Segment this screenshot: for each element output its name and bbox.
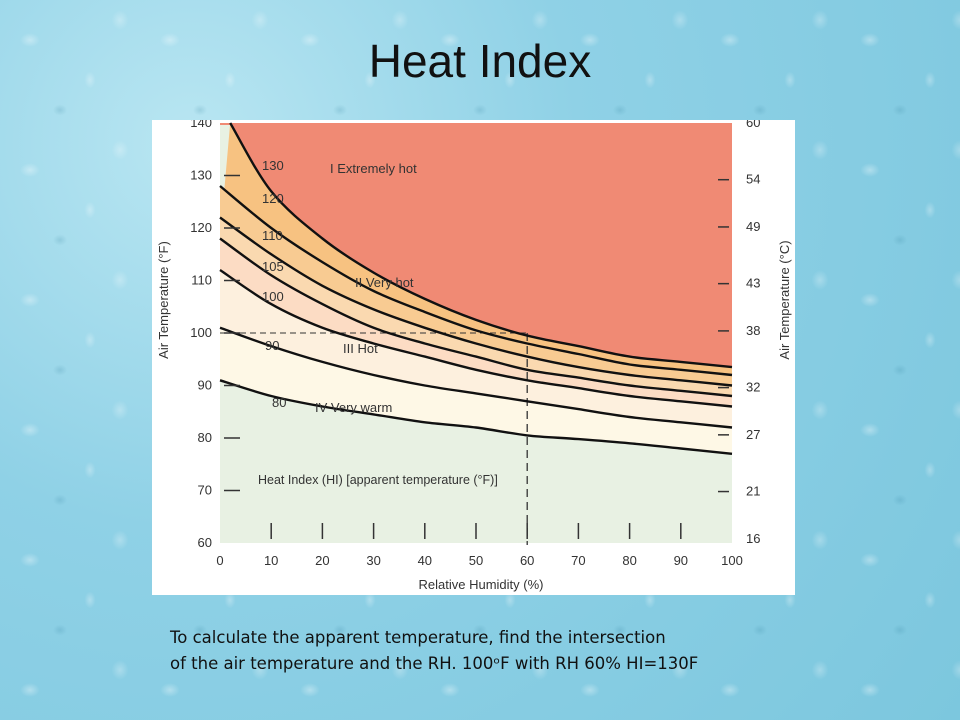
curve-label-100: 100 [262,289,284,304]
slide-title: Heat Index [368,35,592,87]
x-axis-label: Relative Humidity (%) [419,577,544,592]
y-tick-label-140: 140 [190,120,212,130]
zone-hot-lower [220,270,732,428]
hi-curve-105 [219,237,733,398]
heat-index-annotation: Heat Index (HI) [apparent temperature (°… [258,473,498,487]
heat-index-chart: 80 90 100 105 110 120 130 I Extremely hot II Ver… [152,115,795,595]
caption: To calculate the apparent temperature, f… [170,625,810,677]
x-tick-label-90: 90 [674,553,688,568]
hi-curve-130 [229,122,733,369]
curve-label-80: 80 [272,395,286,410]
hi-curve-100 [219,269,733,408]
curve-label-120: 120 [262,191,284,206]
y-right-tick-label-27: 27 [746,427,760,442]
x-tick-label-20: 20 [315,553,329,568]
y-axis-label: Air Temperature (°F) [156,241,171,359]
x-tick-label-40: 40 [418,553,432,568]
zone-label-2: II Very hot [355,275,414,290]
x-tick-label-0: 0 [216,553,223,568]
y-tick-label-80: 80 [198,430,212,445]
axis-ticks [224,174,729,539]
x-tick-label-100: 100 [721,553,743,568]
x-tick-label-80: 80 [622,553,636,568]
y-tick-label-130: 130 [190,168,212,183]
y-right-tick-label-60: 60 [746,120,760,130]
zone-very-warm [220,327,732,454]
y-axis-label-right: Air Temperature (°C) [777,240,792,359]
y-tick-label-70: 70 [198,483,212,498]
hi-curve-80 [219,379,733,455]
x-tick-label-30: 30 [366,553,380,568]
zone-extremely-hot-edge [220,123,231,125]
reference-lines [220,332,528,545]
hi-curve-90 [219,326,733,429]
curve-label-110: 110 [262,228,283,243]
y-tick-label-120: 120 [190,220,212,235]
x-tick-label-50: 50 [469,553,483,568]
y-right-tick-label-49: 49 [746,219,760,234]
y-right-tick-label-54: 54 [746,172,760,187]
y-tick-label-100: 100 [190,325,212,340]
x-tick-label-60: 60 [520,553,534,568]
curve-label-130: 130 [262,158,284,173]
zone-label-1: I Extremely hot [330,161,417,176]
zone-label-4: IV Very warm [315,400,392,415]
y-right-tick-label-38: 38 [746,323,760,338]
curve-label-90: 90 [265,338,279,353]
y-tick-label-110: 110 [191,273,212,288]
heat-index-curves [219,122,733,455]
y-tick-label-90: 90 [198,378,212,393]
y-right-tick-label-43: 43 [746,276,760,291]
y-right-tick-label-16: 16 [746,531,760,546]
hi-curve-110 [219,216,733,387]
x-tick-label-10: 10 [264,553,278,568]
caption-line-1: To calculate the apparent temperature, f… [170,628,666,647]
x-tick-label-70: 70 [571,553,585,568]
zone-extremely-hot [230,123,732,368]
y-right-tick-label-21: 21 [746,484,760,499]
y-tick-label-60: 60 [198,535,212,550]
curve-label-105: 105 [262,259,284,274]
zone-label-3: III Hot [343,341,378,356]
hi-curve-120 [219,185,733,377]
caption-line-2: of the air temperature and the RH. 100ᵒF… [170,654,699,673]
y-right-tick-label-32: 32 [746,380,760,395]
